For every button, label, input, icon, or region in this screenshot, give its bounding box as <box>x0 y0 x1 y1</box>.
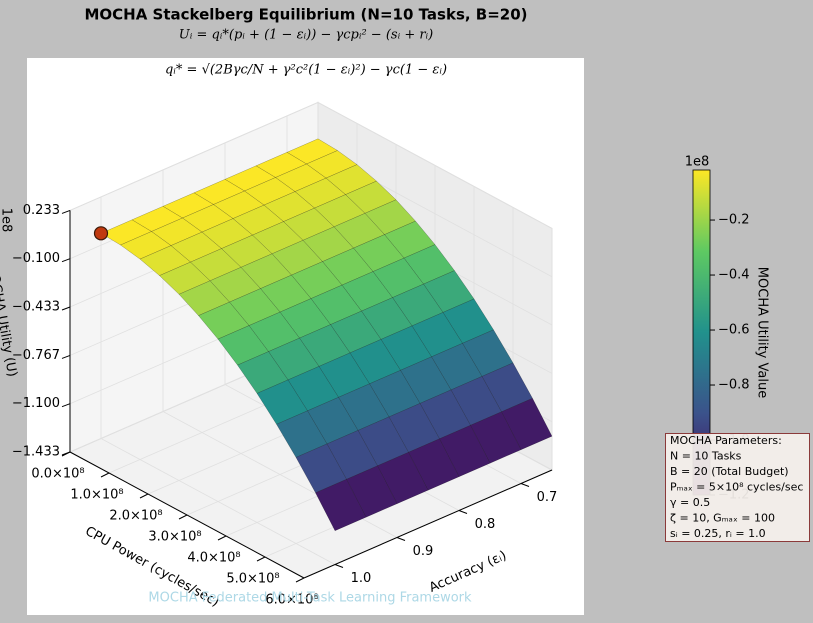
highlight-point <box>93 226 109 241</box>
z-tick-label: −1.433 <box>12 445 60 460</box>
parameter-line: Pₘₐₓ = 5×10⁸ cycles/sec <box>670 481 803 494</box>
parameter-line: γ = 0.5 <box>670 496 710 509</box>
formula: qᵢ* = √(2Bγc/N + γ²c²(1 − εᵢ)²) − γc(1 −… <box>165 63 447 78</box>
z-tick-label: −0.100 <box>12 251 60 266</box>
parameters-box <box>665 433 810 542</box>
tick-mark <box>520 483 530 487</box>
parameter-line: MOCHA Parameters: <box>670 434 782 447</box>
x-tick-label: 0.0×10⁸ <box>31 467 84 482</box>
tick-mark <box>61 209 71 214</box>
chart-title: MOCHA Stackelberg Equilibrium (N=10 Task… <box>84 6 527 24</box>
colorbar-tick-label: −0.2 <box>718 213 750 228</box>
parameter-line: B = 20 (Total Budget) <box>670 465 789 478</box>
grid-line <box>317 102 553 229</box>
z-tick-label: 0.233 <box>23 203 60 218</box>
tick-mark <box>139 493 149 499</box>
x-tick-label: 3.0×10⁸ <box>148 530 201 545</box>
colorbar-tick-label: −0.6 <box>718 323 750 338</box>
watermark: MOCHA Federated Multi-Task Learning Fram… <box>148 591 472 606</box>
z-tick-label: −1.100 <box>12 396 60 411</box>
surface-patch <box>315 479 367 531</box>
tick-mark <box>178 514 188 520</box>
tick-mark <box>61 354 71 359</box>
x-tick-label: 1.0×10⁸ <box>70 488 123 503</box>
y-tick-label: 0.8 <box>475 517 496 532</box>
tick-mark <box>256 556 266 562</box>
tick-mark <box>458 510 468 514</box>
z-offset-label: 1e8 <box>0 208 14 233</box>
grid-line <box>100 438 336 565</box>
tick-mark <box>396 537 406 541</box>
x-tick-label: 4.0×10⁸ <box>187 551 240 566</box>
tick-mark <box>61 258 71 263</box>
x-tick-label: 5.0×10⁸ <box>226 572 279 587</box>
parameter-line: sᵢ = 0.25, rᵢ = 1.0 <box>670 527 766 540</box>
parameter-line: ζ = 10, Gₘₐₓ = 100 <box>670 512 775 525</box>
x-tick-label: 6.0×10⁸ <box>265 593 318 608</box>
y-tick-label: 0.9 <box>413 544 434 559</box>
x-tick-label: 2.0×10⁸ <box>109 509 162 524</box>
axis-line <box>303 469 553 579</box>
y-tick-label: 0.7 <box>537 490 558 505</box>
parameter-line: N = 10 Tasks <box>670 450 742 463</box>
colorbar-label: MOCHA Utility Value <box>755 267 770 398</box>
axes-3d: 0.0×10⁸ 1.0×10⁸ 2.0×10⁸ 3.0×10⁸ 4.0×10⁸ 5.0×1… <box>0 101 558 610</box>
tick-mark <box>61 306 71 311</box>
tick-mark <box>217 535 227 541</box>
colorbar-offset-label: 1e8 <box>685 155 710 170</box>
tick-mark <box>334 564 344 568</box>
formula: Uᵢ = qᵢ*(pᵢ + (1 − εᵢ)) − γcpᵢ² − (sᵢ + … <box>179 28 434 43</box>
tick-mark <box>295 577 305 583</box>
z-tick-label: −0.767 <box>12 348 60 363</box>
axis-line <box>69 451 305 579</box>
z-tick-label: −0.433 <box>12 300 60 315</box>
tick-mark <box>61 403 71 408</box>
z-axis-label: MOCHA Utility (U) <box>0 262 19 378</box>
colorbar-tick-label: −0.4 <box>718 268 750 283</box>
y-tick-label: 1.0 <box>351 571 372 586</box>
tick-mark <box>100 472 110 478</box>
tick-mark <box>61 451 71 456</box>
grid-line <box>69 102 319 211</box>
colorbar-tick-label: −0.8 <box>718 378 750 393</box>
